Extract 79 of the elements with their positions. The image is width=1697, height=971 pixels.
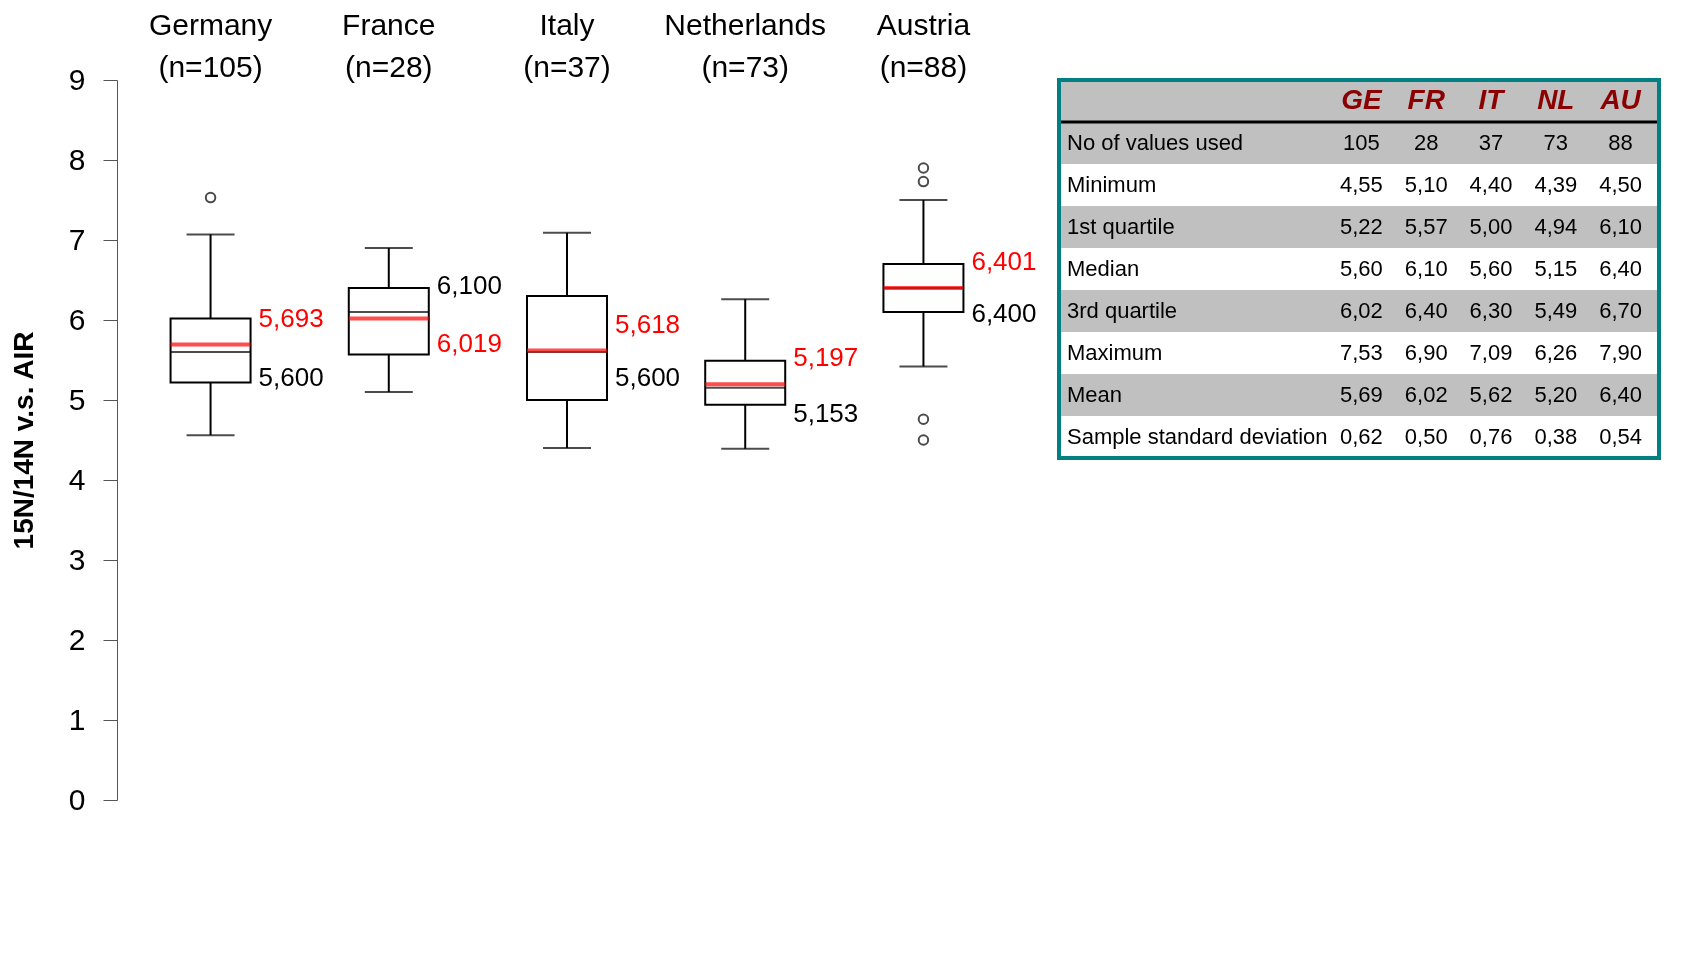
text: 6,90 [1404,340,1448,365]
text: 5,00 [1469,214,1513,239]
text: 0,54 [1599,424,1643,449]
y-tick-label: 8 [68,142,86,176]
annotation: 5,600 [258,362,324,392]
text: 4,55 [1339,172,1383,197]
text: 5,20 [1534,382,1578,407]
text: 5,57 [1404,214,1448,239]
y-tick-label: 2 [68,622,86,656]
text: 6,40 [1599,256,1643,281]
y-tick-label: 9 [68,62,86,96]
annotation: 6,100 [436,270,502,300]
x-tick-label: Germany (n=105) [148,7,273,83]
category-label: Sample standard deviation [1067,424,1328,449]
annotation: 5,600 [615,362,681,392]
text: 5,10 [1404,172,1448,197]
text: 7,53 [1339,340,1383,365]
text: 6,10 [1599,214,1643,239]
text: 6,02 [1404,382,1448,407]
annotation: 5,153 [793,397,859,428]
text: 5,69 [1339,382,1383,407]
annotation: 5,197 [793,342,859,373]
y-tick-label: 5 [68,382,86,416]
category-label: Maximum [1067,340,1163,365]
text: 5,49 [1534,298,1578,323]
text: 6,10 [1404,256,1448,281]
text: 4,94 [1534,214,1578,239]
category-label: Mean [1067,382,1123,407]
annotation: 6,401 [971,245,1037,276]
text: 5,22 [1339,214,1383,239]
text: 37 [1478,130,1504,155]
y-tick-label: 3 [68,542,86,576]
text: 0,62 [1339,424,1383,449]
text: 5,62 [1469,382,1513,407]
annotation: 5,618 [615,308,681,339]
y-tick-label: 1 [68,702,86,736]
text: 4,50 [1599,172,1643,197]
x-tick-label: France (n=28) [342,7,436,83]
text: 4,40 [1469,172,1513,197]
x-tick-label: Austria (n=88) [876,7,971,83]
category-label: Median [1067,256,1140,281]
x-tick-label: Netherlands (n=73) [664,7,827,83]
text: 6,30 [1469,298,1513,323]
annotation: 6,019 [436,328,502,359]
y-tick-label: 6 [68,302,86,336]
text: 5,60 [1469,256,1513,281]
text: 6,02 [1339,298,1383,323]
text: 7,90 [1599,340,1643,365]
category-label: NL [1537,84,1575,115]
text: 28 [1413,130,1439,155]
category-label: Minimum [1067,172,1157,197]
text: 6,70 [1599,298,1643,323]
text: 73 [1543,130,1569,155]
category-label: GE [1341,84,1383,115]
text: 6,26 [1534,340,1578,365]
text: 4,39 [1534,172,1578,197]
text: 0,50 [1404,424,1448,449]
text: 0,38 [1534,424,1578,449]
y-tick-label: 7 [68,222,86,256]
category-label: 1st quartile [1067,214,1175,239]
text: 88 [1608,130,1633,155]
text: 5,60 [1339,256,1383,281]
annotation: 5,693 [258,302,324,333]
text: 7,09 [1469,340,1513,365]
y-tick-label: 0 [68,782,86,816]
text: 6,40 [1404,298,1448,323]
y-tick-label: 4 [68,462,86,496]
category-label: AU [1599,84,1642,115]
y-axis-title: 15N/14N v.s. AIR [7,331,39,550]
category-label: FR [1407,84,1446,115]
text: 105 [1343,130,1380,155]
annotation: 6,400 [971,298,1037,328]
text: 0,76 [1469,424,1513,449]
category-label: IT [1478,84,1507,115]
text: 5,15 [1534,256,1578,281]
text: 6,40 [1599,382,1643,407]
category-label: No of values used [1067,130,1244,155]
category-label: 3rd quartile [1067,298,1178,323]
x-tick-label: Italy (n=37) [523,7,611,83]
